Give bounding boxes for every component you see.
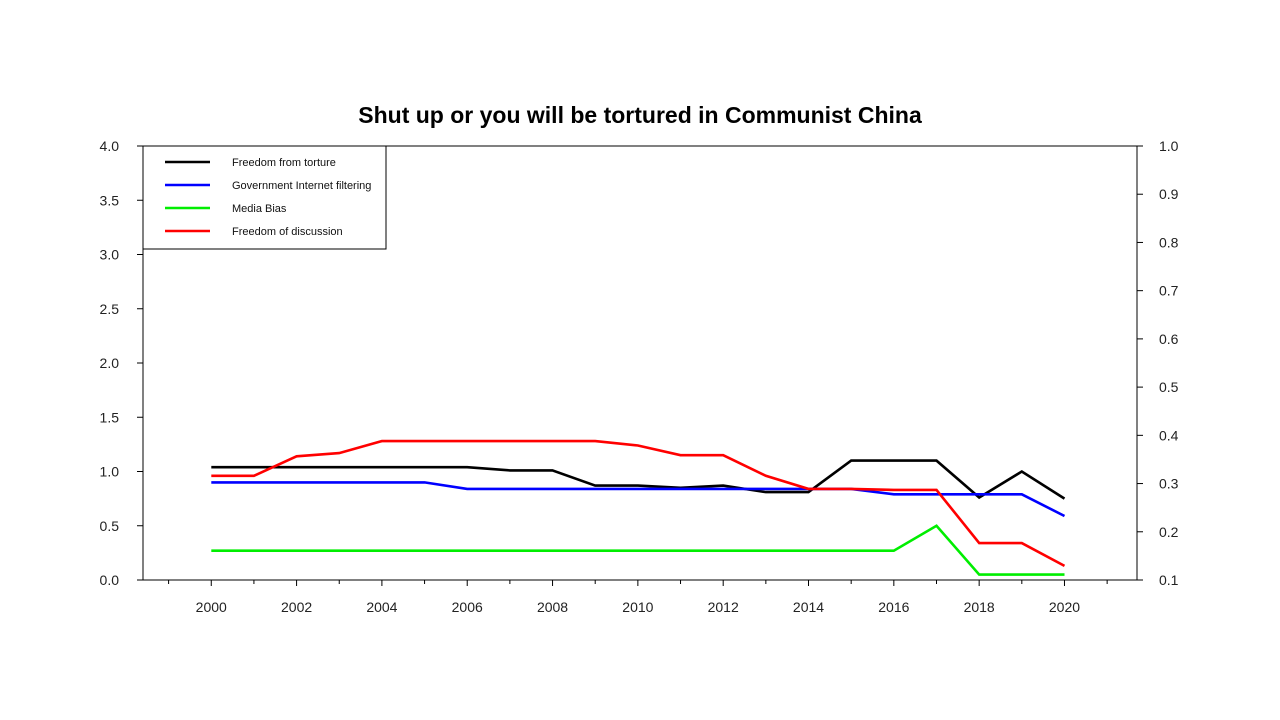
right-y-tick-label: 0.1 (1159, 572, 1179, 588)
left-y-tick-label: 1.0 (100, 464, 120, 480)
legend-label-media-bias: Media Bias (232, 203, 287, 215)
x-tick-label: 2012 (708, 599, 739, 615)
series-line-government-internet-filtering (211, 481, 1066, 518)
right-y-tick-label: 0.3 (1159, 476, 1179, 492)
series-line-freedom-of-discussion (211, 439, 1066, 568)
right-y-tick-label: 0.4 (1159, 427, 1179, 443)
right-y-tick-label: 0.8 (1159, 234, 1179, 250)
left-y-tick-label: 1.5 (100, 409, 120, 425)
right-y-tick-label: 1.0 (1159, 138, 1179, 154)
chart-title: Shut up or you will be tortured in Commu… (358, 102, 922, 128)
right-y-tick-label: 0.9 (1159, 186, 1179, 202)
x-axis: 2000 2002 2004 2006 2008 2010 2012 2014 2016 2018… (168, 580, 1108, 615)
x-tick-label: 2016 (878, 599, 909, 615)
right-y-tick-label: 0.5 (1159, 379, 1179, 395)
left-y-tick-label: 2.5 (100, 301, 120, 317)
x-tick-label: 2020 (1049, 599, 1080, 615)
left-y-tick-label: 4.0 (100, 138, 120, 154)
right-y-tick-label: 0.6 (1159, 331, 1179, 347)
legend-label-freedom-of-discussion: Freedom of discussion (232, 226, 343, 238)
x-tick-label: 2010 (622, 599, 653, 615)
left-y-axis: 0.0 0.5 1.0 1.5 2.0 2.5 3.0 3.5 4.0 (100, 138, 143, 588)
left-y-tick-label: 0.5 (100, 518, 120, 534)
x-tick-label: 2002 (281, 599, 312, 615)
x-tick-label: 2008 (537, 599, 568, 615)
series-line-media-bias (211, 524, 1065, 576)
left-y-tick-label: 2.0 (100, 355, 120, 371)
x-tick-label: 2004 (366, 599, 397, 615)
x-tick-label: 2006 (452, 599, 483, 615)
legend-label-government-internet-filtering: Government Internet filtering (232, 180, 371, 192)
series-layer (211, 439, 1066, 576)
right-y-tick-label: 0.2 (1159, 524, 1179, 540)
left-y-tick-label: 3.5 (100, 192, 120, 208)
right-y-tick-label: 0.7 (1159, 283, 1179, 299)
left-y-tick-label: 0.0 (100, 572, 120, 588)
right-y-axis: 0.1 0.2 0.3 0.4 0.5 0.6 0.7 0.8 0.9 1.0 (1137, 138, 1179, 588)
x-tick-label: 2018 (964, 599, 995, 615)
x-tick-label: 2000 (196, 599, 227, 615)
x-tick-label: 2014 (793, 599, 824, 615)
legend-label-freedom-from-torture: Freedom from torture (232, 157, 336, 169)
left-y-tick-label: 3.0 (100, 247, 120, 263)
series-line-freedom-from-torture (211, 459, 1066, 500)
legend: Freedom from torture Government Internet … (142, 145, 387, 250)
